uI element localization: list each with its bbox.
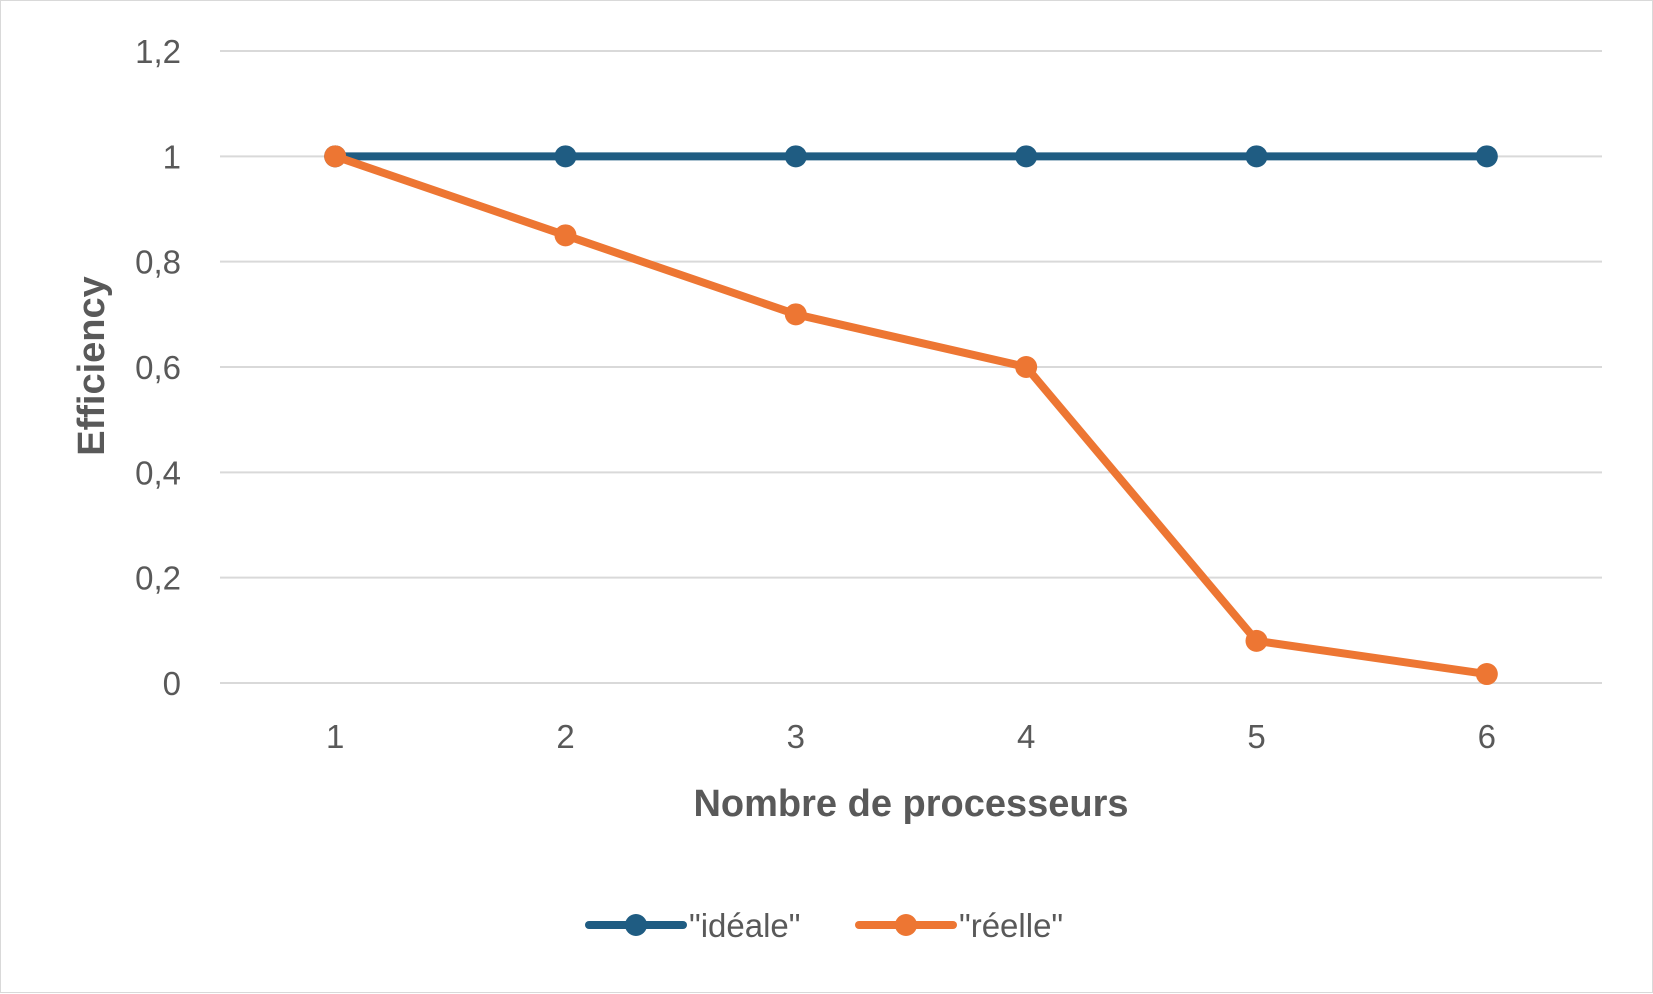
x-tick-label: 1 (326, 718, 344, 755)
data-point (1245, 145, 1268, 168)
legend-label: "idéale" (689, 907, 801, 944)
gridlines (220, 50, 1602, 684)
x-axis-tick-labels: 1 2 3 4 5 6 (326, 718, 1496, 755)
y-axis-tick-labels: 0 0,2 0,4 0,6 0,8 1 1,2 (135, 33, 181, 702)
x-tick-label: 5 (1247, 718, 1265, 755)
x-axis-title: Nombre de processeurs (693, 783, 1128, 825)
x-tick-label: 2 (556, 718, 574, 755)
y-tick-label: 0,6 (135, 349, 181, 386)
data-point (784, 145, 807, 168)
y-tick-label: 0,8 (135, 244, 181, 281)
x-tick-label: 4 (1017, 718, 1035, 755)
legend: "idéale" "réelle" (585, 907, 1063, 944)
data-point (1015, 145, 1038, 168)
legend-swatch-marker (625, 914, 647, 936)
data-point (324, 145, 347, 168)
y-tick-label: 0,4 (135, 454, 181, 491)
data-point (1475, 145, 1498, 168)
series-2 (324, 145, 1498, 686)
data-point (1245, 629, 1268, 652)
x-tick-label: 3 (787, 718, 805, 755)
series-lines (324, 145, 1498, 686)
y-tick-label: 0 (163, 665, 181, 702)
y-axis-title: Efficiency (71, 276, 113, 456)
data-point (1475, 663, 1498, 686)
data-point (554, 224, 577, 247)
y-tick-label: 0,2 (135, 560, 181, 597)
x-tick-label: 6 (1478, 718, 1496, 755)
y-tick-label: 1,2 (135, 33, 181, 70)
legend-swatch-marker (895, 914, 917, 936)
data-point (554, 145, 577, 168)
series-line (331, 152, 1491, 679)
data-point (1015, 356, 1038, 378)
data-point (784, 303, 807, 326)
legend-label: "réelle" (959, 907, 1063, 944)
y-tick-label: 1 (163, 138, 181, 175)
legend-item: "idéale" (585, 907, 801, 944)
legend-item: "réelle" (855, 907, 1063, 944)
series-1 (324, 145, 1498, 168)
